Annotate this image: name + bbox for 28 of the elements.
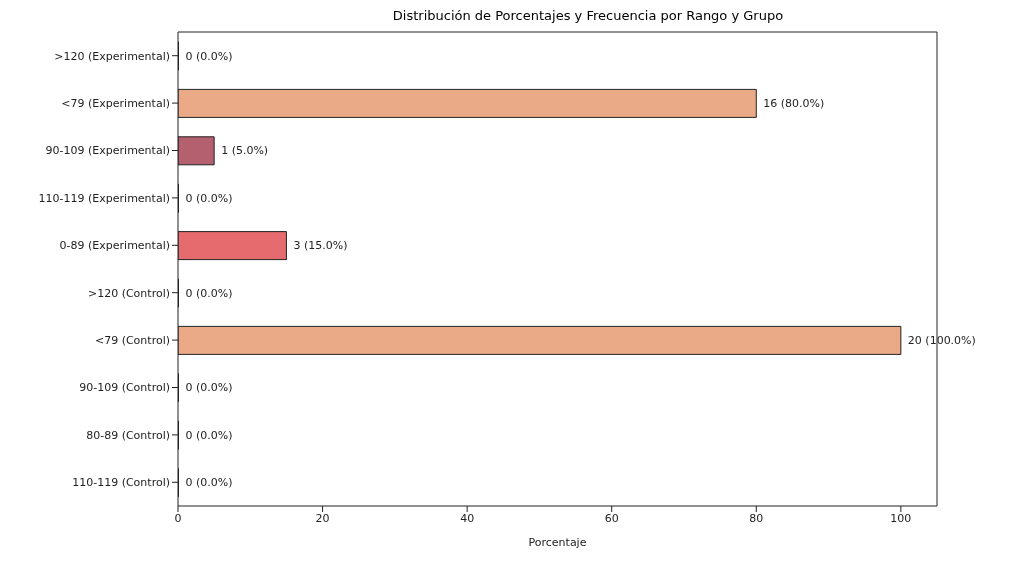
data-label: 3 (15.0%) (293, 239, 348, 253)
x-tick-label: 80 (749, 511, 764, 525)
x-tick-label: 100 (890, 511, 912, 525)
data-label: 0 (0.0%) (185, 381, 233, 395)
y-tick-label: 90-109 (Control) (79, 381, 170, 395)
x-tick-label: 0 (174, 511, 182, 525)
y-tick-label: 110-119 (Control) (72, 476, 170, 490)
y-tick-label: 80-89 (Control) (86, 428, 170, 442)
data-label: 0 (0.0%) (185, 49, 233, 63)
x-axis-title: Porcentaje (528, 536, 587, 549)
y-tick-label: >120 (Experimental) (54, 49, 170, 63)
y-tick-label: <79 (Experimental) (61, 97, 170, 110)
data-label: 20 (100.0%) (907, 333, 976, 347)
y-tick-label: 110-119 (Experimental) (38, 191, 170, 205)
y-tick-label: >120 (Control) (87, 286, 170, 300)
x-tick-label: 40 (460, 511, 475, 525)
data-label: 1 (5.0%) (221, 144, 269, 158)
data-label: 0 (0.0%) (185, 476, 233, 490)
data-label: 0 (0.0%) (185, 428, 233, 442)
data-label: 0 (0.0%) (185, 191, 233, 205)
x-tick-label: 60 (604, 511, 619, 525)
x-tick-label: 20 (315, 511, 330, 525)
data-label: 16 (80.0%) (763, 96, 825, 110)
y-tick-label: 0-89 (Experimental) (59, 239, 170, 253)
chart-title: Distribución de Porcentajes y Frecuencia por Rango y Grupo (391, 8, 785, 25)
data-label: 0 (0.0%) (185, 286, 233, 300)
y-tick-label: 90-109 (Experimental) (45, 144, 170, 158)
y-tick-label: <79 (Control) (94, 334, 170, 348)
